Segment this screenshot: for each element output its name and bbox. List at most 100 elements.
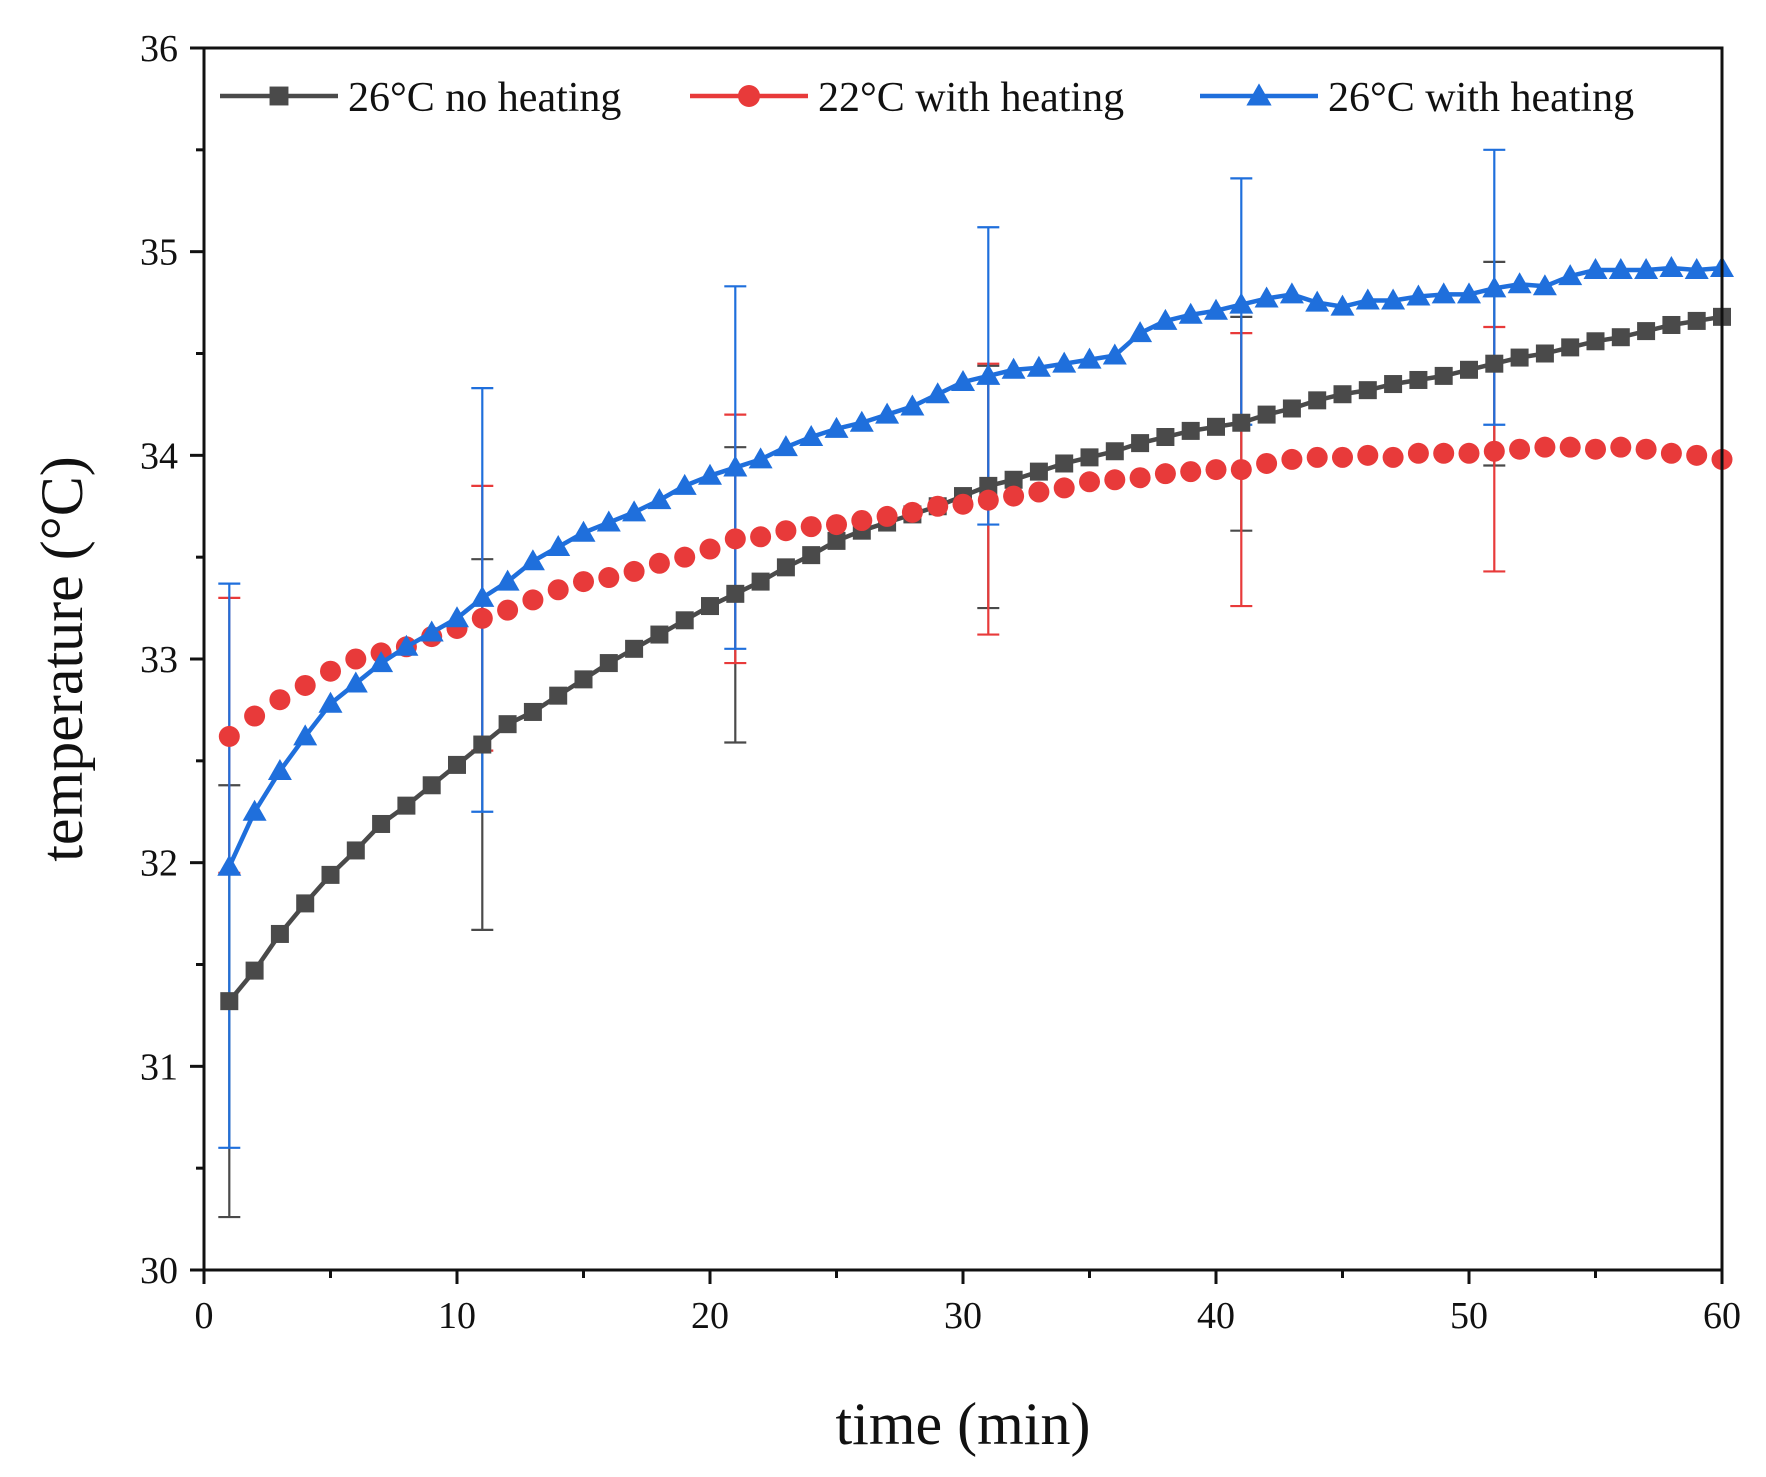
data-point	[1256, 452, 1278, 474]
data-point	[1431, 282, 1456, 304]
data-point	[1586, 332, 1605, 351]
data-point	[1254, 286, 1279, 308]
data-point	[523, 702, 542, 721]
data-point	[674, 546, 696, 568]
data-point	[495, 569, 520, 591]
data-point	[672, 473, 697, 495]
data-point	[1204, 298, 1228, 320]
y-tick-label: 33	[140, 639, 178, 681]
data-point	[1357, 444, 1379, 466]
data-point	[573, 571, 594, 593]
data-point	[1028, 481, 1050, 503]
data-point	[397, 796, 416, 815]
data-point	[1053, 477, 1075, 499]
data-point	[1180, 461, 1202, 483]
data-point	[647, 488, 672, 510]
data-point	[826, 514, 847, 536]
data-point	[419, 620, 444, 642]
data-point	[522, 589, 544, 611]
data-point	[245, 961, 264, 980]
plot-marks	[217, 148, 1734, 1219]
data-point	[1129, 467, 1151, 489]
data-point	[1355, 288, 1380, 310]
data-point	[497, 599, 519, 621]
data-point	[343, 671, 368, 693]
legend: 26°C no heating 22°C with heating 26°C wit…	[220, 75, 1634, 121]
y-tick-label: 32	[140, 843, 178, 885]
data-point	[1102, 343, 1127, 365]
data-point	[270, 924, 289, 943]
legend-marker	[1246, 83, 1272, 106]
y-tick-label: 31	[140, 1046, 178, 1088]
y-tick-label: 30	[140, 1250, 178, 1292]
data-point	[1154, 463, 1176, 485]
data-point	[1333, 385, 1352, 404]
data-point	[1052, 351, 1077, 373]
data-point	[648, 552, 670, 574]
data-point	[1585, 438, 1606, 460]
data-point	[1306, 446, 1328, 468]
data-point	[242, 799, 267, 821]
data-point	[622, 500, 647, 522]
data-point	[977, 489, 999, 511]
data-point	[1610, 436, 1632, 458]
data-point	[723, 455, 748, 477]
data-point	[748, 447, 773, 469]
data-point	[1153, 308, 1178, 330]
data-point	[1535, 344, 1554, 363]
data-point	[726, 584, 745, 603]
data-point	[372, 814, 391, 833]
data-point	[296, 894, 315, 913]
data-point	[1305, 290, 1330, 312]
data-point	[1281, 448, 1303, 470]
data-point	[650, 625, 669, 644]
data-point	[1561, 338, 1580, 357]
data-point	[851, 510, 873, 532]
x-tick-label: 30	[944, 1295, 982, 1337]
legend-entry-3: 26°C with heating	[1200, 75, 1634, 121]
data-point	[294, 674, 316, 696]
data-point	[422, 776, 441, 795]
data-point	[701, 597, 719, 616]
data-point	[470, 585, 495, 607]
data-point	[498, 715, 517, 734]
data-point	[267, 759, 292, 781]
data-point	[1029, 462, 1048, 481]
data-point	[318, 691, 343, 713]
data-point	[976, 363, 1001, 385]
data-point	[369, 651, 394, 673]
data-point	[1637, 322, 1656, 341]
data-point	[1482, 276, 1507, 298]
y-axis-title: temperature (°C)	[29, 456, 95, 861]
legend-marker	[269, 86, 289, 106]
data-point	[1406, 284, 1431, 306]
data-point	[776, 558, 795, 577]
data-point	[799, 425, 824, 447]
data-point	[1510, 348, 1529, 367]
x-tick-label: 40	[1197, 1295, 1235, 1337]
data-point	[574, 670, 593, 689]
data-point	[1026, 355, 1051, 377]
data-point	[1181, 421, 1200, 440]
data-point	[1205, 459, 1227, 481]
legend-marker	[737, 84, 761, 108]
legend-label: 26°C no heating	[348, 75, 621, 121]
data-point	[1583, 257, 1608, 279]
data-point	[1332, 446, 1353, 468]
data-point	[321, 865, 340, 884]
data-point	[218, 725, 240, 747]
data-point	[1282, 399, 1301, 418]
data-point	[1659, 255, 1684, 277]
data-point	[1483, 440, 1505, 462]
data-point	[1608, 257, 1633, 279]
data-point	[1686, 444, 1708, 466]
data-point	[1384, 375, 1403, 394]
data-point	[520, 549, 545, 571]
data-point	[1105, 442, 1124, 461]
data-point	[599, 654, 618, 673]
data-point	[1079, 471, 1100, 493]
data-point	[1001, 357, 1026, 379]
data-point	[951, 370, 975, 392]
